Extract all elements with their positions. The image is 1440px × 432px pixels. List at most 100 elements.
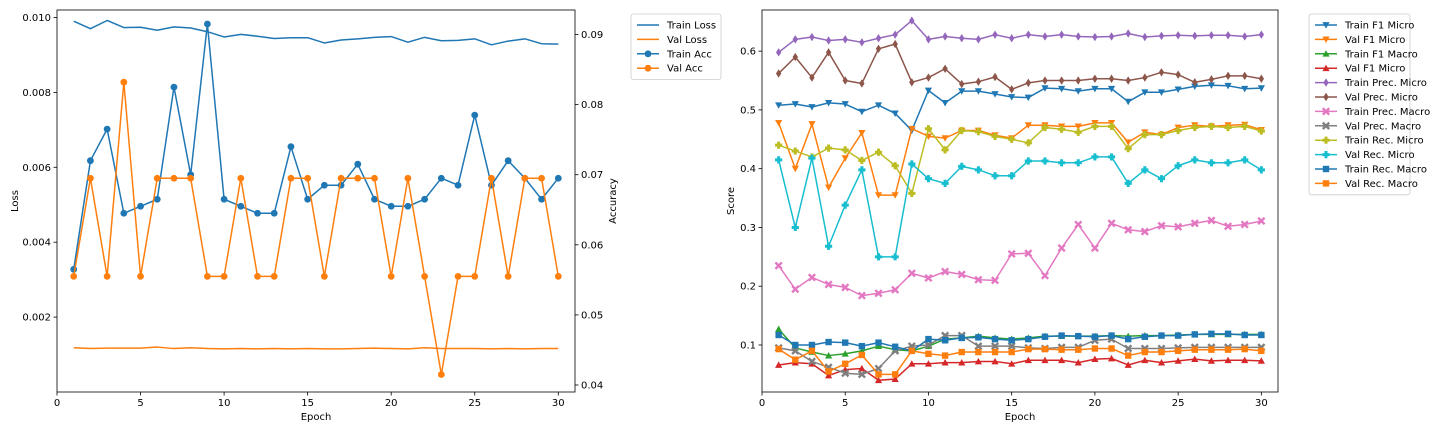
data-point-val-rec-micro (1008, 172, 1016, 180)
data-point-val-acc (504, 272, 512, 280)
data-point-train-f1-micro (808, 104, 816, 111)
y-tick-label: 0.006 (22, 163, 51, 174)
data-point-val-rec-macro (1075, 346, 1082, 353)
data-point-train-rec-micro (891, 162, 899, 170)
data-point-val-prec-micro (1108, 74, 1115, 83)
x-axis-label: Epoch (1005, 412, 1036, 423)
data-point-train-f1-micro (1107, 85, 1116, 93)
data-point-train-prec-macro (824, 280, 833, 289)
data-point-val-f1-micro (1124, 139, 1132, 146)
data-point-train-f1-micro (974, 88, 982, 95)
data-point-train-prec-macro (1174, 222, 1183, 231)
data-point-val-rec-micro (1058, 159, 1066, 167)
data-point-val-prec-micro (1008, 85, 1015, 94)
x-tick-label: 0 (54, 398, 60, 409)
data-point-val-rec-macro (941, 352, 949, 359)
data-point-train-acc (137, 202, 144, 210)
legend-marker (1321, 121, 1331, 130)
series-line-val-prec-micro (778, 43, 1262, 91)
data-point-train-f1-macro (775, 325, 783, 332)
data-point-train-prec-macro (1090, 243, 1099, 253)
data-point-train-prec-micro (1158, 31, 1165, 41)
data-point-val-rec-micro (775, 156, 783, 164)
y2-tick-label: 0.08 (581, 100, 603, 111)
data-point-train-prec-macro (907, 269, 916, 278)
data-point-val-prec-micro (1058, 76, 1065, 85)
data-point-val-prec-micro (809, 73, 815, 82)
data-point-train-prec-micro (1175, 31, 1181, 40)
y-tick-label: 0.010 (22, 13, 51, 24)
data-point-val-prec-macro (990, 342, 1000, 351)
data-point-train-acc (70, 265, 78, 273)
data-point-train-prec-micro (792, 35, 798, 44)
data-point-train-rec-micro (1024, 139, 1032, 147)
legend-marker (1323, 78, 1329, 87)
data-point-train-f1-micro (1124, 98, 1132, 106)
data-point-train-f1-micro (1091, 85, 1099, 93)
data-point-val-rec-micro (1224, 159, 1232, 167)
data-point-val-rec-macro (1041, 345, 1049, 353)
data-point-val-acc (337, 174, 345, 182)
data-point-val-acc (421, 272, 429, 280)
y2-axis-label: Accuracy (608, 178, 619, 224)
data-point-val-rec-micro (1241, 156, 1249, 164)
data-point-train-rec-micro (1041, 123, 1049, 132)
data-point-val-acc (488, 174, 495, 182)
data-point-val-rec-macro (991, 348, 999, 356)
data-point-train-rec-macro (1191, 331, 1198, 338)
data-point-train-rec-macro (991, 335, 999, 343)
y-tick-label: 0.002 (22, 313, 51, 324)
data-point-train-acc (354, 160, 362, 168)
data-point-val-rec-macro (875, 371, 882, 378)
data-point-train-rec-micro (1107, 122, 1116, 130)
data-point-val-f1-micro (858, 364, 866, 372)
data-point-train-rec-micro (1124, 145, 1132, 153)
data-point-train-prec-macro (1140, 227, 1149, 236)
y-tick-label: 0.004 (22, 238, 51, 249)
data-point-train-f1-micro (874, 102, 883, 109)
data-point-val-acc (103, 272, 111, 280)
data-point-train-prec-macro (1157, 221, 1166, 230)
data-point-val-rec-micro (1257, 166, 1265, 174)
loss-accuracy-chart: 0 5 10 15 20 25 30 0.002 0.004 0.006 0.008 0.010 0.0… (10, 9, 722, 423)
data-point-val-rec-macro (1224, 346, 1232, 353)
data-point-val-prec-micro (892, 39, 898, 49)
legend-box (630, 13, 722, 80)
data-point-val-prec-micro (925, 73, 932, 82)
data-point-train-rec-macro (891, 343, 899, 350)
data-point-train-acc (153, 195, 161, 203)
data-point-val-f1-micro (941, 359, 949, 366)
data-point-train-acc (220, 195, 228, 203)
data-point-val-acc (538, 174, 545, 182)
data-point-train-prec-macro (1074, 220, 1083, 229)
data-point-val-rec-micro (841, 201, 849, 209)
data-point-train-acc (170, 83, 178, 91)
data-point-val-rec-micro (924, 175, 933, 183)
data-point-train-rec-micro (775, 141, 783, 149)
data-point-val-acc (187, 174, 195, 182)
y-axis-label: Score (726, 187, 737, 215)
data-point-val-f1-micro (908, 125, 916, 133)
data-point-val-f1-micro (874, 376, 883, 384)
data-point-train-f1-micro (1241, 85, 1249, 93)
legend-label: Train Rec. Macro (1344, 165, 1427, 176)
data-point-val-prec-micro (1225, 71, 1231, 81)
y-tick-label: 0.5 (740, 105, 756, 116)
data-point-val-rec-micro (1157, 175, 1166, 183)
data-point-train-rec-micro (791, 147, 799, 155)
data-point-val-rec-macro (975, 348, 982, 356)
data-point-val-prec-micro (792, 52, 798, 62)
data-point-val-prec-macro (974, 342, 983, 351)
data-point-val-rec-macro (908, 347, 916, 355)
data-point-val-f1-micro (791, 165, 799, 173)
data-point-train-prec-macro (1124, 225, 1133, 234)
data-point-val-acc (287, 174, 295, 182)
data-point-train-rec-micro (1257, 127, 1265, 135)
data-point-val-prec-micro (1175, 70, 1181, 79)
data-point-train-f1-micro (1041, 85, 1049, 92)
series-line-train-prec-micro (778, 19, 1262, 53)
data-point-train-prec-micro (1242, 32, 1248, 41)
data-point-val-f1-micro (991, 357, 999, 365)
plot-area (56, 9, 576, 393)
data-point-val-acc (220, 272, 228, 280)
